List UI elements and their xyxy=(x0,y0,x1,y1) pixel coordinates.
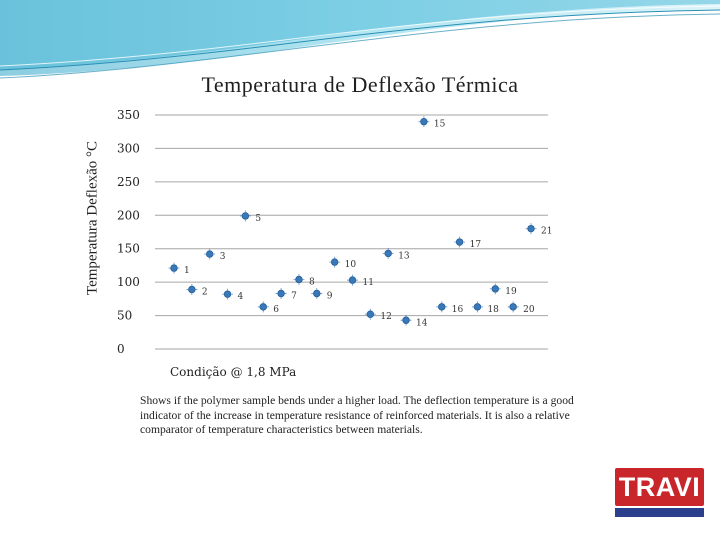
data-point-marker-cross xyxy=(400,314,412,326)
data-point-label: 12 xyxy=(380,312,391,322)
y-tick-label: 150 xyxy=(117,242,140,256)
data-point-label: 7 xyxy=(291,292,297,302)
y-tick-label: 200 xyxy=(117,208,140,222)
data-point-marker-cross xyxy=(293,273,305,285)
scatter-chart: 0501001502002503003501234567891011121314… xyxy=(117,108,552,356)
data-point-marker-cross xyxy=(382,247,394,259)
data-point-marker-cross xyxy=(347,274,358,286)
y-tick-label: 250 xyxy=(117,175,140,189)
data-point-marker-cross xyxy=(418,116,430,128)
y-tick-label: 0 xyxy=(117,342,125,356)
data-point-label: 3 xyxy=(220,252,226,262)
data-point-label: 5 xyxy=(255,214,261,224)
data-point-marker-cross xyxy=(525,223,537,235)
description-text: Shows if the polymer sample bends under … xyxy=(140,394,574,436)
data-point-marker-cross xyxy=(222,288,234,300)
data-point-marker-cross xyxy=(489,283,501,295)
data-point-label: 1 xyxy=(184,266,190,276)
logo-box xyxy=(615,468,704,506)
travi-logo: TRAVI xyxy=(615,468,704,517)
data-point-marker-cross xyxy=(204,248,216,260)
data-point-marker-cross xyxy=(257,301,269,313)
chart-title: Temperatura de Deflexão Térmica xyxy=(201,72,519,97)
data-point-marker-cross xyxy=(275,288,287,300)
y-tick-label: 350 xyxy=(117,108,140,122)
data-point-marker-cross xyxy=(186,283,198,295)
y-tick-label: 100 xyxy=(117,275,140,289)
y-tick-label: 50 xyxy=(117,309,132,323)
x-axis-label: Condição @ 1,8 MPa xyxy=(170,365,297,379)
data-point-label: 21 xyxy=(541,227,552,237)
header-banner xyxy=(0,0,720,79)
data-point-label: 15 xyxy=(434,120,446,130)
data-point-label: 17 xyxy=(470,240,482,250)
data-point-marker-cross xyxy=(507,301,519,313)
data-point-label: 19 xyxy=(505,287,517,297)
logo-text: TRAVI xyxy=(618,472,701,502)
data-point-label: 4 xyxy=(238,292,244,302)
data-point-label: 14 xyxy=(416,318,428,328)
data-point-label: 8 xyxy=(309,277,315,287)
data-point-marker-cross xyxy=(436,301,448,313)
data-point-label: 2 xyxy=(202,287,208,297)
data-point-label: 20 xyxy=(523,305,535,315)
data-point-label: 9 xyxy=(327,292,333,302)
y-tick-label: 300 xyxy=(117,141,140,155)
data-point-marker-cross xyxy=(329,256,341,268)
data-point-marker-cross xyxy=(454,236,466,248)
data-point-marker-cross xyxy=(168,262,180,274)
logo-bar xyxy=(615,508,704,517)
data-point-label: 13 xyxy=(398,251,410,261)
data-point-marker-cross xyxy=(364,308,376,320)
data-point-marker-cross xyxy=(239,210,251,222)
data-point-marker-cross xyxy=(311,288,323,300)
data-point-marker-cross xyxy=(471,301,483,313)
data-point-label: 6 xyxy=(273,305,279,315)
data-point-label: 10 xyxy=(345,260,357,270)
data-point-label: 16 xyxy=(452,305,464,315)
data-point-label: 11 xyxy=(363,278,374,288)
data-point-label: 18 xyxy=(487,305,499,315)
